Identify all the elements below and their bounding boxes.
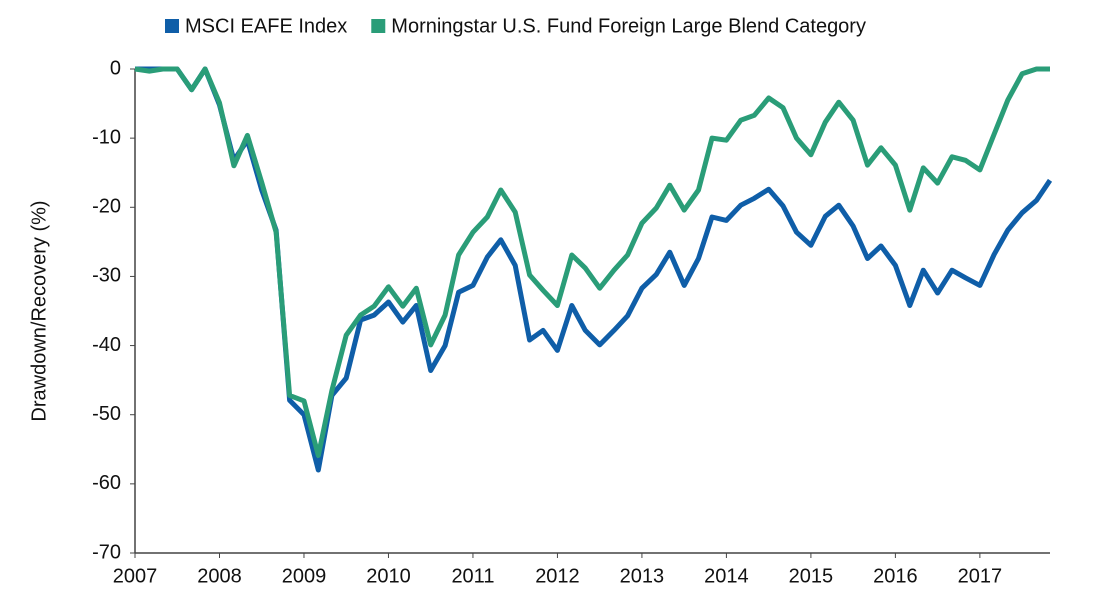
x-tick-label: 2007: [113, 565, 158, 587]
x-tick-label: 2010: [366, 565, 411, 587]
y-tick-label: -30: [92, 265, 121, 287]
y-tick-label: -40: [92, 334, 121, 356]
legend-swatch: [371, 19, 386, 33]
y-tick-label: -20: [92, 196, 121, 218]
y-tick-label: -10: [92, 126, 121, 148]
y-tick-label: -60: [92, 472, 121, 494]
x-tick-label: 2017: [958, 565, 1003, 587]
series-line: [134, 66, 1050, 458]
x-tick-label: 2015: [789, 565, 834, 587]
y-tick-label: 0: [110, 57, 121, 79]
y-tick-label: -70: [92, 541, 121, 563]
legend-swatch: [165, 19, 179, 33]
x-tick-label: 2012: [535, 565, 580, 587]
x-tick-label: 2014: [704, 565, 749, 587]
x-tick-label: 2013: [620, 565, 665, 587]
x-tick-label: 2009: [282, 565, 327, 587]
legend-label: MSCI EAFE Index: [185, 15, 347, 37]
x-tick-label: 2008: [197, 565, 242, 587]
y-tick-label: -50: [92, 403, 121, 425]
y-axis-label: Drawdown/Recovery (%): [28, 200, 50, 421]
x-tick-label: 2016: [873, 565, 918, 587]
legend-label: Morningstar U.S. Fund Foreign Large Blen…: [391, 15, 866, 37]
x-tick-label: 2011: [451, 565, 494, 587]
series-line: [135, 66, 1053, 473]
